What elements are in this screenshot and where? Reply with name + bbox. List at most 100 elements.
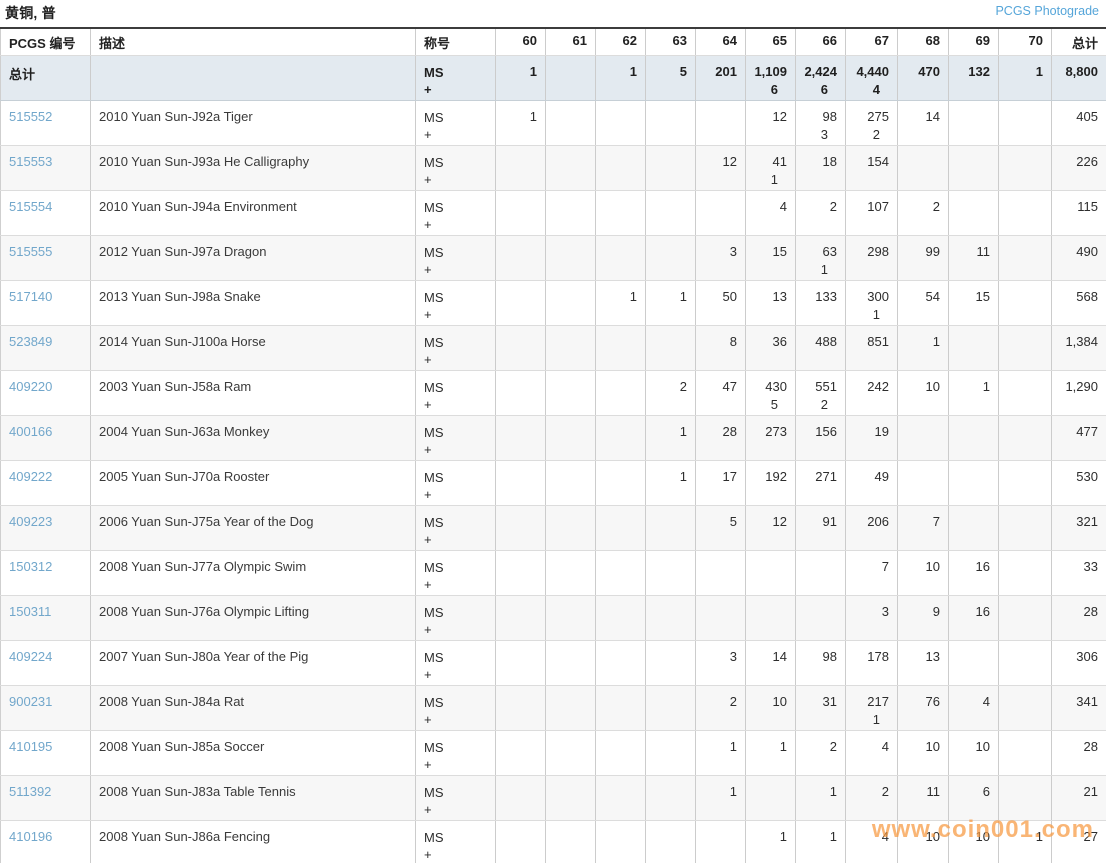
grade-cell-69: 132 bbox=[948, 55, 999, 101]
total-cell: 405 bbox=[1051, 100, 1106, 146]
description-cell: 2007 Yuan Sun-J80a Year of the Pig bbox=[90, 640, 416, 686]
pcgs-number-link[interactable]: 515553 bbox=[9, 154, 53, 169]
pcgs-number-link[interactable]: 409222 bbox=[9, 469, 53, 484]
grade-cell-64: 1 bbox=[695, 730, 746, 776]
column-header-64: 64 bbox=[695, 28, 746, 56]
grade-count: 242 bbox=[867, 379, 889, 394]
grade-cell-66: 551 2 bbox=[795, 370, 846, 416]
pcgs-number-link[interactable]: 410196 bbox=[9, 829, 53, 844]
grade-cell-67: 4 bbox=[845, 820, 898, 863]
column-header-61: 61 bbox=[545, 28, 596, 56]
pcgs-number-cell: 410196 bbox=[0, 820, 91, 863]
grade-cell-65: 12 bbox=[745, 100, 796, 146]
grade-count: 99 bbox=[925, 244, 940, 259]
pcgs-number-link[interactable]: 410195 bbox=[9, 739, 53, 754]
total-cell: 33 bbox=[1051, 550, 1106, 596]
pcgs-number-link[interactable]: 409220 bbox=[9, 379, 53, 394]
grade-cell-67: 217 1 bbox=[845, 685, 898, 731]
designation-line: + bbox=[424, 397, 432, 412]
grade-cell-70 bbox=[998, 550, 1052, 596]
pcgs-number-link[interactable]: 511392 bbox=[9, 784, 52, 799]
grade-count: 10 bbox=[975, 829, 990, 844]
header-row: PCGS 编号 描述 称号 60 61 62 63 64 65 66 67 68 69 70 总计 bbox=[0, 28, 1106, 56]
totals-row: 总计 MS +1 1 5 201 1,109 6 2,424 6 4,440 4 470 132 1 8,80… bbox=[0, 55, 1106, 101]
grade-cell-64: 50 bbox=[695, 280, 746, 326]
table-row: 409220 2003 Yuan Sun-J58a Ram MS +2 47 430 5 55… bbox=[0, 370, 1106, 416]
grade-count: 18 bbox=[822, 154, 837, 169]
grade-cell-65: 10 bbox=[745, 685, 796, 731]
grade-cell-60 bbox=[495, 505, 546, 551]
total-cell: 28 bbox=[1051, 730, 1106, 776]
grade-cell-67: 7 bbox=[845, 550, 898, 596]
grade-cell-70 bbox=[998, 595, 1052, 641]
grade-cell-65: 4 bbox=[745, 190, 796, 236]
grade-cell-64 bbox=[695, 100, 746, 146]
grade-cell-69: 6 bbox=[948, 775, 999, 821]
grade-cell-62 bbox=[595, 415, 646, 461]
pcgs-number-link[interactable]: 409223 bbox=[9, 514, 53, 529]
pcgs-number-cell: 523849 bbox=[0, 325, 91, 371]
column-header-62: 62 bbox=[595, 28, 646, 56]
grade-cell-70 bbox=[998, 775, 1052, 821]
grade-cell-60 bbox=[495, 685, 546, 731]
grade-count: 1 bbox=[529, 64, 537, 79]
grade-cell-68: 7 bbox=[897, 505, 949, 551]
pcgs-number-link[interactable]: 523849 bbox=[9, 334, 53, 349]
grade-cell-64: 5 bbox=[695, 505, 746, 551]
grade-cell-68: 470 bbox=[897, 55, 949, 101]
pcgs-number-link[interactable]: 515554 bbox=[9, 199, 53, 214]
designation-cell: MS + bbox=[415, 235, 496, 281]
description-cell: 2006 Yuan Sun-J75a Year of the Dog bbox=[90, 505, 416, 551]
description-cell: 2010 Yuan Sun-J92a Tiger bbox=[90, 100, 416, 146]
pcgs-number-cell: 400166 bbox=[0, 415, 91, 461]
grade-count: 10 bbox=[925, 739, 940, 754]
table-row: 410196 2008 Yuan Sun-J86a Fencing MS +1 1 4 10… bbox=[0, 820, 1106, 863]
pcgs-number-link[interactable]: 150311 bbox=[9, 604, 52, 619]
table-row: 523849 2014 Yuan Sun-J100a Horse MS +8 36 488… bbox=[0, 325, 1106, 371]
grade-cell-62: 1 bbox=[595, 280, 646, 326]
pcgs-number-link[interactable]: 900231 bbox=[9, 694, 53, 709]
grade-count: 4 bbox=[881, 739, 889, 754]
pcgs-number-link[interactable]: 515555 bbox=[9, 244, 53, 259]
grade-count: 7 bbox=[881, 559, 889, 574]
grade-cell-62 bbox=[595, 505, 646, 551]
grade-count: 273 bbox=[765, 424, 787, 439]
grade-cell-63: 1 bbox=[645, 280, 696, 326]
grade-cell-64: 47 bbox=[695, 370, 746, 416]
grade-cell-60 bbox=[495, 415, 546, 461]
grade-cell-60 bbox=[495, 370, 546, 416]
pcgs-number-link[interactable]: 409224 bbox=[9, 649, 53, 664]
designation-cell: MS + bbox=[415, 370, 496, 416]
designation-line: + bbox=[424, 712, 432, 727]
grade-cell-70 bbox=[998, 730, 1052, 776]
grade-cell-60 bbox=[495, 730, 546, 776]
pcgs-number-link[interactable]: 517140 bbox=[9, 289, 53, 304]
pcgs-number-link[interactable]: 150312 bbox=[9, 559, 53, 574]
grade-cell-61 bbox=[545, 550, 596, 596]
photograde-link[interactable]: PCGS Photograde bbox=[995, 4, 1099, 18]
grade-cell-63 bbox=[645, 595, 696, 641]
pcgs-number-link[interactable]: 400166 bbox=[9, 424, 53, 439]
grade-cell-61 bbox=[545, 145, 596, 191]
grade-count: 206 bbox=[867, 514, 889, 529]
grade-cell-69: 10 bbox=[948, 730, 999, 776]
grade-cell-64 bbox=[695, 550, 746, 596]
table-row: 410195 2008 Yuan Sun-J85a Soccer MS +1 1 2 4 10… bbox=[0, 730, 1106, 776]
grade-cell-66: 18 bbox=[795, 145, 846, 191]
designation-line: MS bbox=[424, 830, 444, 845]
grade-cell-61 bbox=[545, 730, 596, 776]
grade-count: 7 bbox=[932, 514, 940, 529]
pcgs-number-link[interactable]: 515552 bbox=[9, 109, 53, 124]
grade-cell-70: 1 bbox=[998, 55, 1052, 101]
grade-cell-62 bbox=[595, 370, 646, 416]
grade-cell-67: 4,440 4 bbox=[845, 55, 898, 101]
grade-cell-63 bbox=[645, 775, 696, 821]
grade-count: 1 bbox=[679, 289, 687, 304]
table-row: 409222 2005 Yuan Sun-J70a Rooster MS +1 17 19… bbox=[0, 460, 1106, 506]
grade-count: 31 bbox=[822, 694, 837, 709]
grade-count: 132 bbox=[968, 64, 990, 79]
designation-line: MS bbox=[424, 290, 444, 305]
grade-cell-60 bbox=[495, 550, 546, 596]
grade-cell-67: 107 bbox=[845, 190, 898, 236]
grade-cell-66: 2 bbox=[795, 730, 846, 776]
